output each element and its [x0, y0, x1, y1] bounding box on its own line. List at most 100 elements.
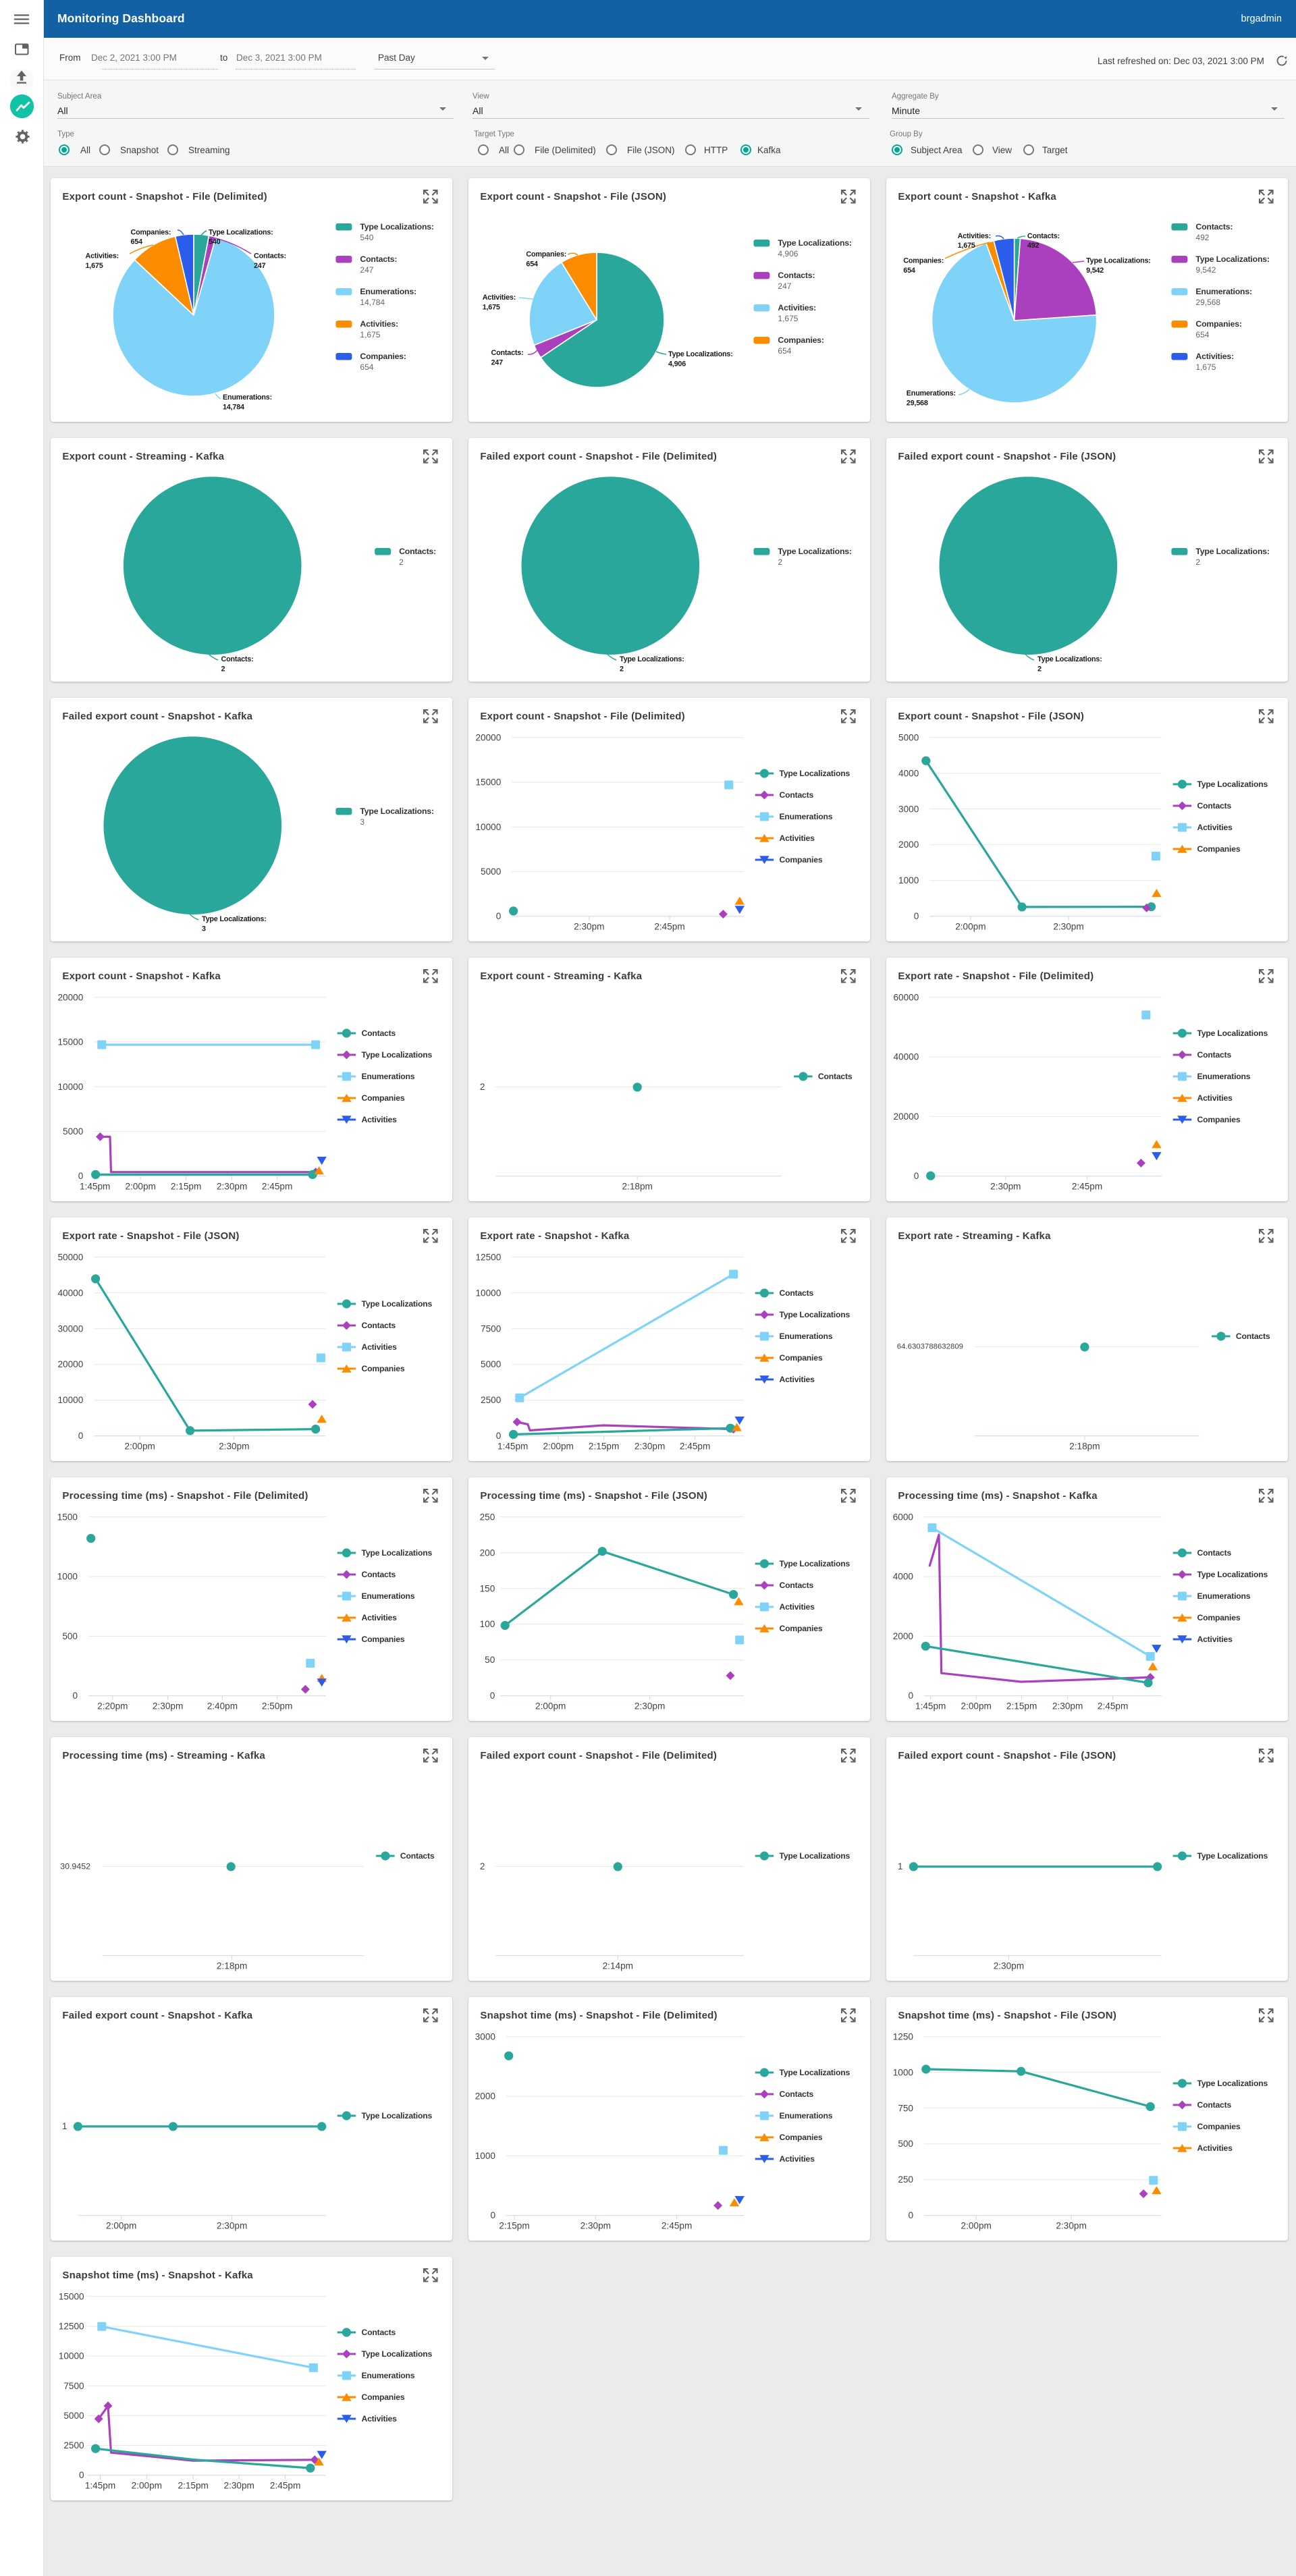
svg-text:Enumerations: Enumerations — [362, 1072, 415, 1081]
svg-text:Export count - Snapshot - Kafk: Export count - Snapshot - Kafka — [898, 191, 1056, 202]
svg-text:654: 654 — [131, 238, 143, 246]
svg-text:540: 540 — [209, 238, 221, 246]
svg-text:1:45pm: 1:45pm — [80, 1181, 110, 1191]
svg-text:654: 654 — [1195, 330, 1209, 339]
svg-text:Activities:: Activities: — [958, 232, 991, 240]
svg-text:2000: 2000 — [893, 1631, 914, 1641]
svg-text:2:18pm: 2:18pm — [622, 1181, 653, 1191]
svg-text:2:20pm: 2:20pm — [97, 1701, 128, 1711]
svg-text:0: 0 — [496, 1431, 502, 1441]
svg-text:Activities:: Activities: — [778, 303, 816, 312]
svg-text:2: 2 — [778, 557, 782, 567]
svg-text:2:30pm: 2:30pm — [217, 1181, 247, 1191]
svg-text:Type Localizations:: Type Localizations: — [1195, 547, 1269, 556]
svg-text:Activities: Activities — [1197, 823, 1233, 832]
svg-text:1500: 1500 — [57, 1512, 78, 1522]
svg-text:60000: 60000 — [893, 992, 919, 1002]
svg-text:2:15pm: 2:15pm — [178, 2480, 209, 2490]
svg-text:654: 654 — [778, 346, 791, 356]
svg-text:Activities:: Activities: — [86, 252, 119, 261]
svg-text:50000: 50000 — [57, 1252, 83, 1262]
svg-text:2:15pm: 2:15pm — [499, 2220, 529, 2230]
svg-text:Export count - Snapshot - File: Export count - Snapshot - File (JSON) — [898, 711, 1084, 722]
svg-text:2:30pm: 2:30pm — [580, 2220, 611, 2230]
svg-text:Processing time (ms) - Snapsho: Processing time (ms) - Snapshot - Kafka — [898, 1490, 1098, 1502]
svg-text:1000: 1000 — [893, 2067, 914, 2077]
svg-text:0: 0 — [79, 2470, 84, 2480]
svg-text:750: 750 — [898, 2103, 913, 2113]
svg-text:Enumerations: Enumerations — [780, 2111, 833, 2120]
svg-text:Contacts: Contacts — [362, 1029, 396, 1038]
svg-text:Processing time (ms) - Snapsho: Processing time (ms) - Snapshot - File (… — [62, 1490, 308, 1502]
svg-text:1000: 1000 — [898, 875, 919, 885]
svg-text:Export count - Snapshot - Kafk: Export count - Snapshot - Kafka — [62, 970, 221, 982]
svg-text:Processing time (ms) - Streami: Processing time (ms) - Streaming - Kafka — [62, 1750, 265, 1761]
svg-text:2:45pm: 2:45pm — [1098, 1701, 1128, 1711]
svg-text:Companies:: Companies: — [526, 250, 566, 258]
svg-text:200: 200 — [480, 1547, 495, 1558]
svg-text:Enumerations:: Enumerations: — [907, 389, 956, 398]
svg-text:Activities: Activities — [1197, 1093, 1233, 1103]
svg-text:Enumerations:: Enumerations: — [223, 393, 272, 402]
svg-text:Type Localizations:: Type Localizations: — [202, 915, 267, 923]
svg-text:Companies:: Companies: — [131, 228, 171, 236]
svg-text:2:45pm: 2:45pm — [270, 2480, 300, 2490]
svg-text:Contacts: Contacts — [780, 790, 814, 800]
svg-text:2:00pm: 2:00pm — [106, 2220, 136, 2230]
svg-text:Snapshot time (ms) - Snapshot: Snapshot time (ms) - Snapshot - File (De… — [480, 2010, 717, 2021]
svg-text:2:00pm: 2:00pm — [543, 1441, 574, 1451]
svg-text:Contacts: Contacts — [1197, 1050, 1232, 1060]
svg-text:Type Localizations:: Type Localizations: — [360, 222, 433, 231]
svg-text:2:45pm: 2:45pm — [262, 1181, 292, 1191]
svg-text:Contacts: Contacts — [780, 1288, 814, 1298]
svg-text:9,542: 9,542 — [1195, 265, 1216, 275]
svg-text:Failed export count - Snapshot: Failed export count - Snapshot - Kafka — [62, 2010, 252, 2021]
svg-text:247: 247 — [491, 358, 504, 366]
svg-text:Activities: Activities — [362, 1115, 398, 1124]
svg-text:Contacts: Contacts — [780, 1581, 814, 1590]
svg-text:540: 540 — [360, 233, 373, 242]
svg-text:654: 654 — [526, 260, 538, 268]
svg-text:2:00pm: 2:00pm — [961, 2220, 992, 2230]
svg-text:2:15pm: 2:15pm — [171, 1181, 201, 1191]
svg-text:4000: 4000 — [893, 1572, 914, 1582]
svg-text:Contacts: Contacts — [1197, 1548, 1232, 1558]
svg-text:Companies:: Companies: — [360, 352, 406, 361]
svg-text:Contacts: Contacts — [362, 2328, 396, 2337]
svg-text:2: 2 — [399, 557, 404, 567]
svg-text:30000: 30000 — [57, 1323, 83, 1334]
svg-text:0: 0 — [490, 1691, 495, 1701]
svg-text:500: 500 — [62, 1631, 78, 1641]
svg-text:Processing time (ms) - Snapsho: Processing time (ms) - Snapshot - File (… — [480, 1490, 707, 1502]
svg-text:6000: 6000 — [893, 1512, 914, 1522]
svg-text:Contacts:: Contacts: — [1195, 222, 1233, 231]
svg-text:Export rate - Snapshot - File: Export rate - Snapshot - File (JSON) — [62, 1230, 239, 1242]
svg-text:Activities:: Activities: — [483, 294, 516, 302]
svg-text:Activities: Activities — [362, 2414, 398, 2423]
svg-text:654: 654 — [903, 267, 915, 275]
svg-text:9,542: 9,542 — [1086, 267, 1104, 275]
svg-text:Type Localizations: Type Localizations — [362, 2111, 433, 2120]
svg-text:2:40pm: 2:40pm — [207, 1701, 238, 1711]
svg-text:Export rate - Snapshot - Kafka: Export rate - Snapshot - Kafka — [480, 1230, 629, 1242]
svg-text:Type Localizations: Type Localizations — [1197, 2079, 1268, 2088]
svg-text:14,784: 14,784 — [223, 403, 244, 411]
svg-text:1:45pm: 1:45pm — [497, 1441, 528, 1451]
svg-text:Activities:: Activities: — [360, 319, 398, 329]
svg-text:3: 3 — [360, 817, 364, 827]
svg-text:2:00pm: 2:00pm — [125, 1441, 155, 1451]
svg-text:1: 1 — [62, 2121, 68, 2131]
svg-text:10000: 10000 — [475, 822, 501, 832]
svg-text:2:00pm: 2:00pm — [535, 1701, 566, 1711]
svg-text:150: 150 — [480, 1583, 495, 1593]
svg-text:5000: 5000 — [481, 867, 502, 877]
svg-text:Enumerations: Enumerations — [780, 812, 833, 821]
svg-text:Contacts: Contacts — [780, 2089, 814, 2099]
svg-text:Companies:: Companies: — [903, 257, 944, 265]
svg-text:12500: 12500 — [475, 1252, 501, 1262]
svg-text:15000: 15000 — [57, 1037, 83, 1047]
svg-text:Companies: Companies — [1197, 844, 1241, 854]
svg-text:0: 0 — [908, 2210, 913, 2220]
svg-text:Snapshot time (ms) - Snapshot: Snapshot time (ms) - Snapshot - File (JS… — [898, 2010, 1116, 2021]
svg-text:Export count - Snapshot - File: Export count - Snapshot - File (Delimite… — [62, 191, 267, 202]
